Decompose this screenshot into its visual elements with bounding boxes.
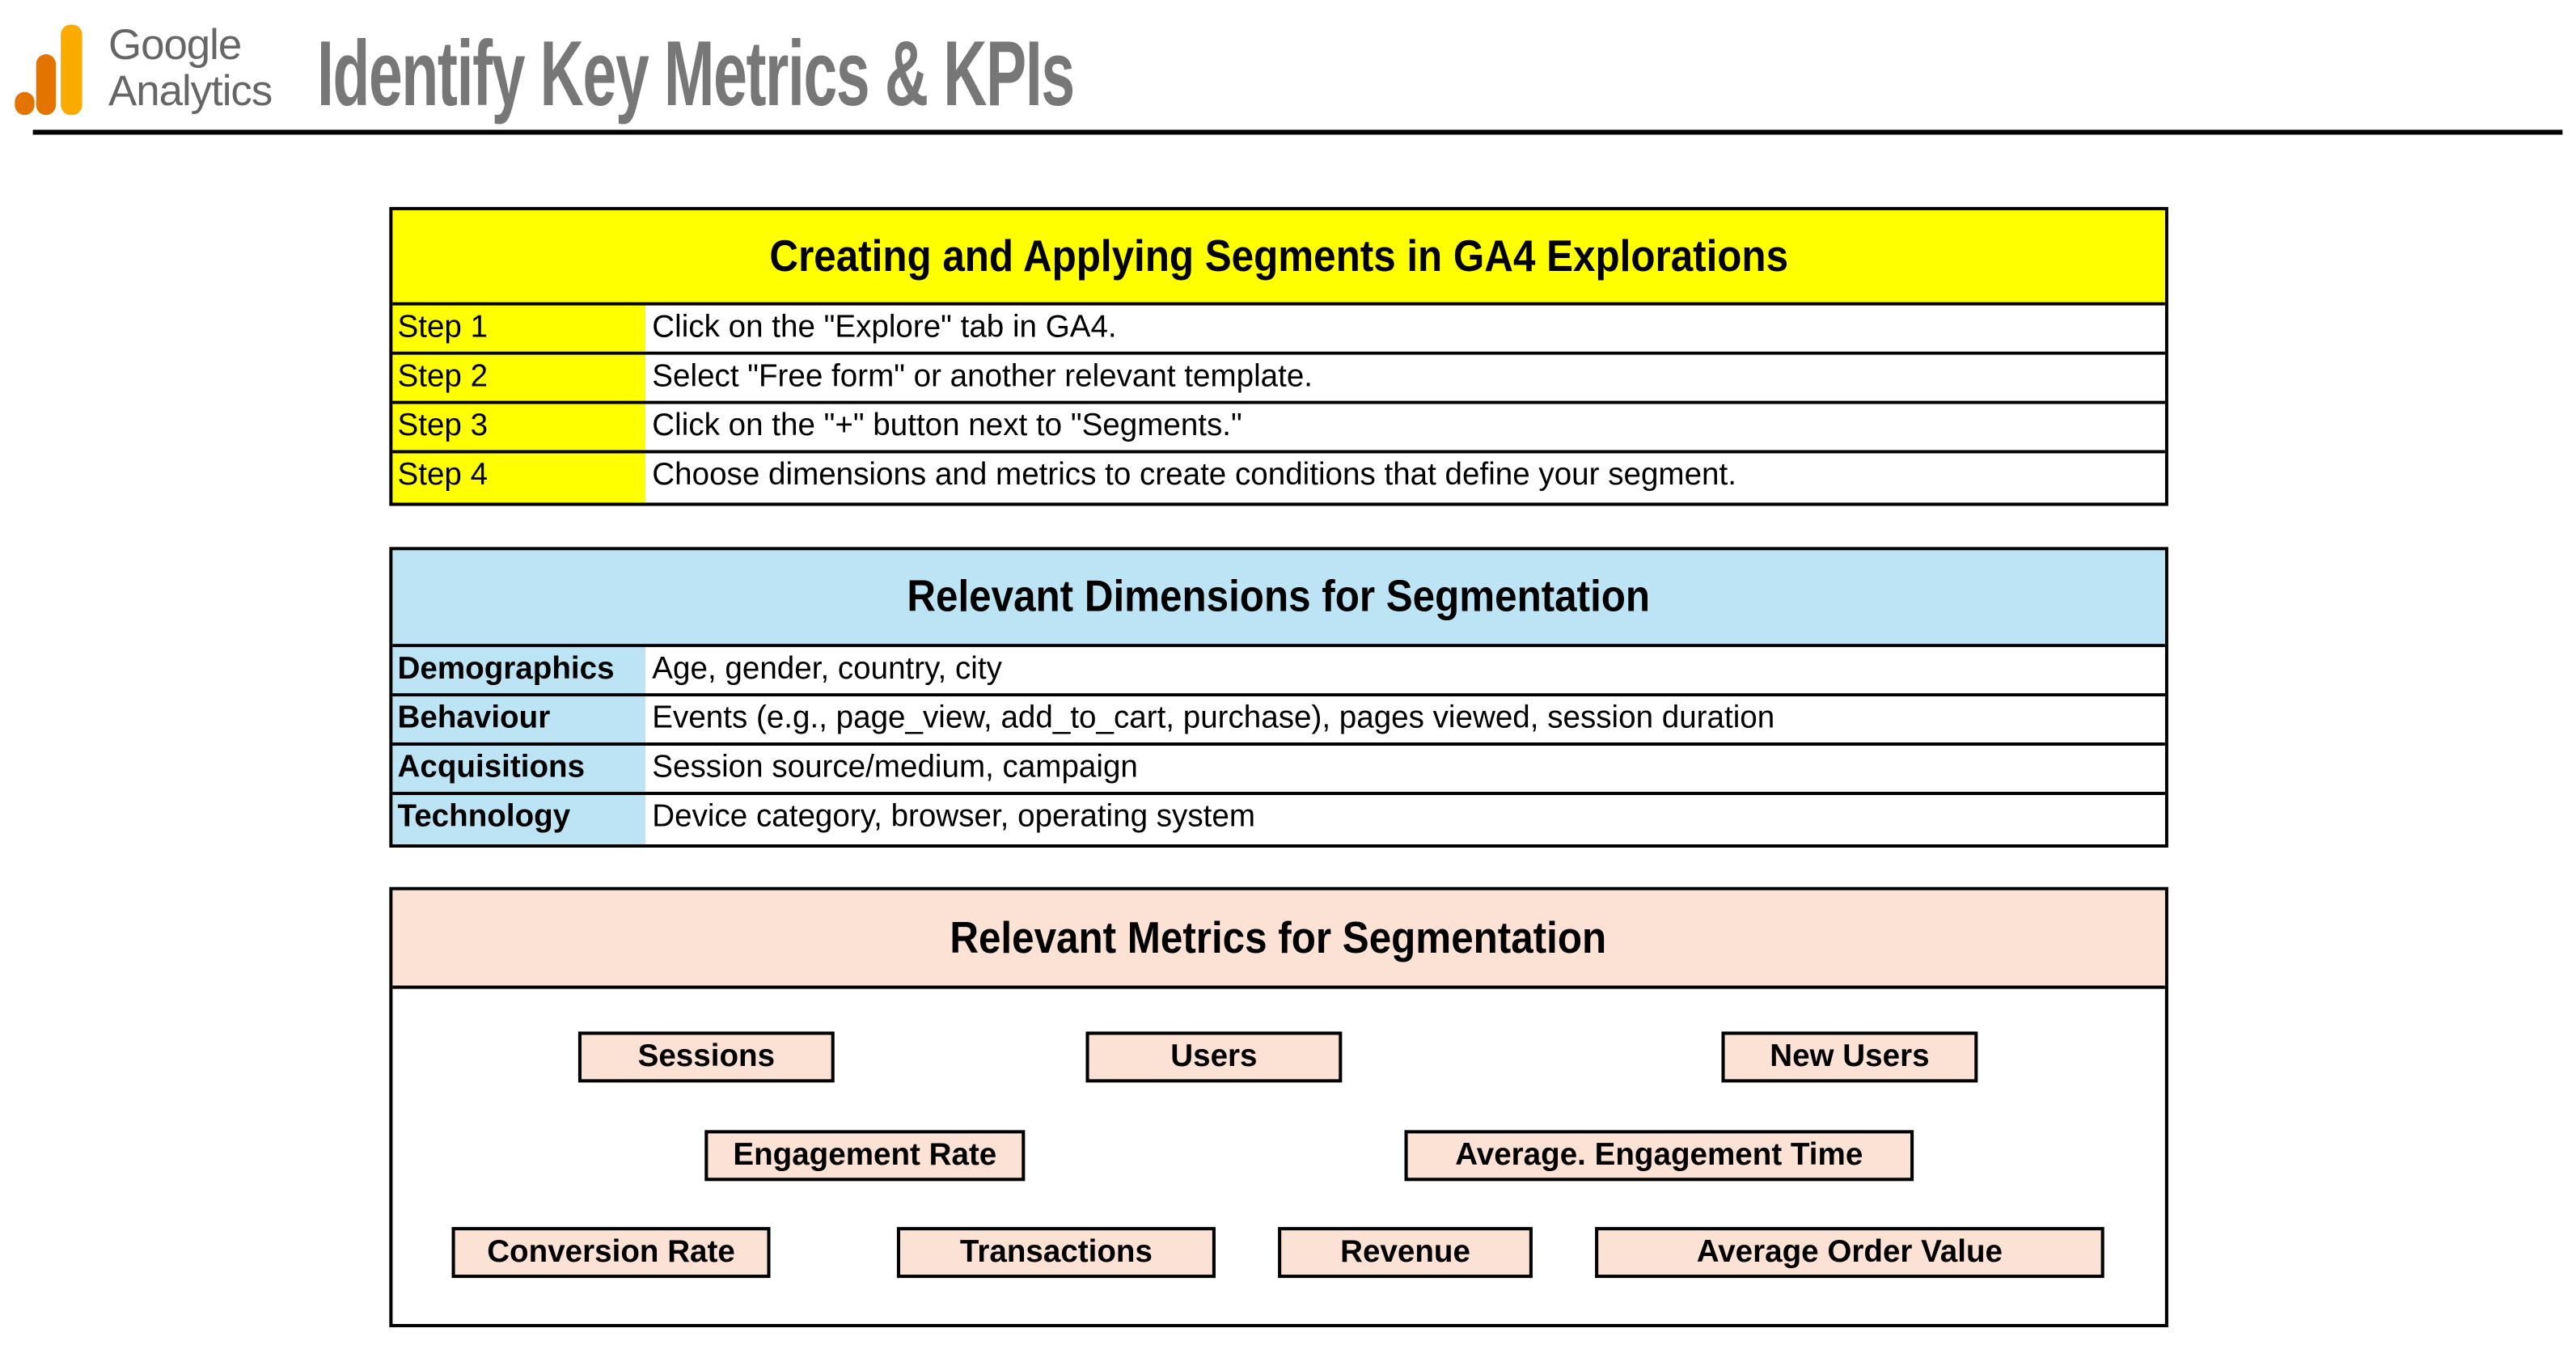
metric-box: Engagement Rate [704,1130,1026,1182]
metrics-panel: Relevant Metrics for Segmentation [389,886,2168,1328]
dimensions-table-title: Relevant Dimensions for Segmentation [392,550,2165,648]
metric-box: Average Order Value [1595,1227,2104,1279]
step-row: Step 3 Click on the "+" button next to "S… [392,404,2165,454]
dimension-label: Demographics [392,647,646,694]
dimension-row: Demographics Age, gender, country, city [392,647,2165,697]
logo-bar-medium [36,54,57,116]
metrics-panel-title: Relevant Metrics for Segmentation [392,890,2165,989]
step-label: Step 4 [392,453,646,503]
metric-box: Average. Engagement Time [1404,1130,1914,1182]
step-text: Choose dimensions and metrics to create … [645,453,2165,503]
metric-box: Revenue [1278,1227,1533,1279]
metric-box: New Users [1721,1031,1978,1083]
step-label: Step 3 [392,404,646,450]
page-title: Identify Key Metrics & KPIs [316,21,1075,125]
step-label: Step 1 [392,305,646,352]
dimension-label: Acquisitions [392,746,646,792]
dimension-text: Events (e.g., page_view, add_to_cart, pu… [645,696,2165,743]
dimension-label: Behaviour [392,696,646,743]
dimension-text: Session source/medium, campaign [645,746,2165,792]
logo-text-google: Google [108,19,242,70]
dimension-row: Acquisitions Session source/medium, campa… [392,746,2165,796]
step-text: Select "Free form" or another relevant t… [645,354,2165,401]
dimensions-table: Relevant Dimensions for Segmentation Dem… [389,547,2168,848]
step-text: Click on the "Explore" tab in GA4. [645,305,2165,352]
metric-box: Conversion Rate [451,1227,771,1279]
header-divider [32,129,2563,135]
steps-table: Creating and Applying Segments in GA4 Ex… [389,206,2168,506]
metric-box: Sessions [577,1031,835,1083]
dimension-label: Technology [392,795,646,844]
dimension-row: Behaviour Events (e.g., page_view, add_to… [392,696,2165,747]
logo-bar-small [15,91,35,116]
steps-table-title: Creating and Applying Segments in GA4 Ex… [392,209,2165,306]
logo-bar-tall [61,24,82,116]
step-row: Step 2 Select "Free form" or another rele… [392,354,2165,404]
step-text: Click on the "+" button next to "Segment… [645,404,2165,450]
dimension-row: Technology Device category, browser, oper… [392,795,2165,844]
step-label: Step 2 [392,354,646,401]
dimension-text: Device category, browser, operating syst… [645,795,2165,844]
dimension-text: Age, gender, country, city [645,647,2165,694]
metric-box: Users [1085,1031,1343,1083]
step-row: Step 4 Choose dimensions and metrics to c… [392,453,2165,503]
logo-text-analytics: Analytics [108,66,273,116]
step-row: Step 1 Click on the "Explore" tab in GA4. [392,305,2165,355]
metric-box: Transactions [896,1227,1216,1279]
